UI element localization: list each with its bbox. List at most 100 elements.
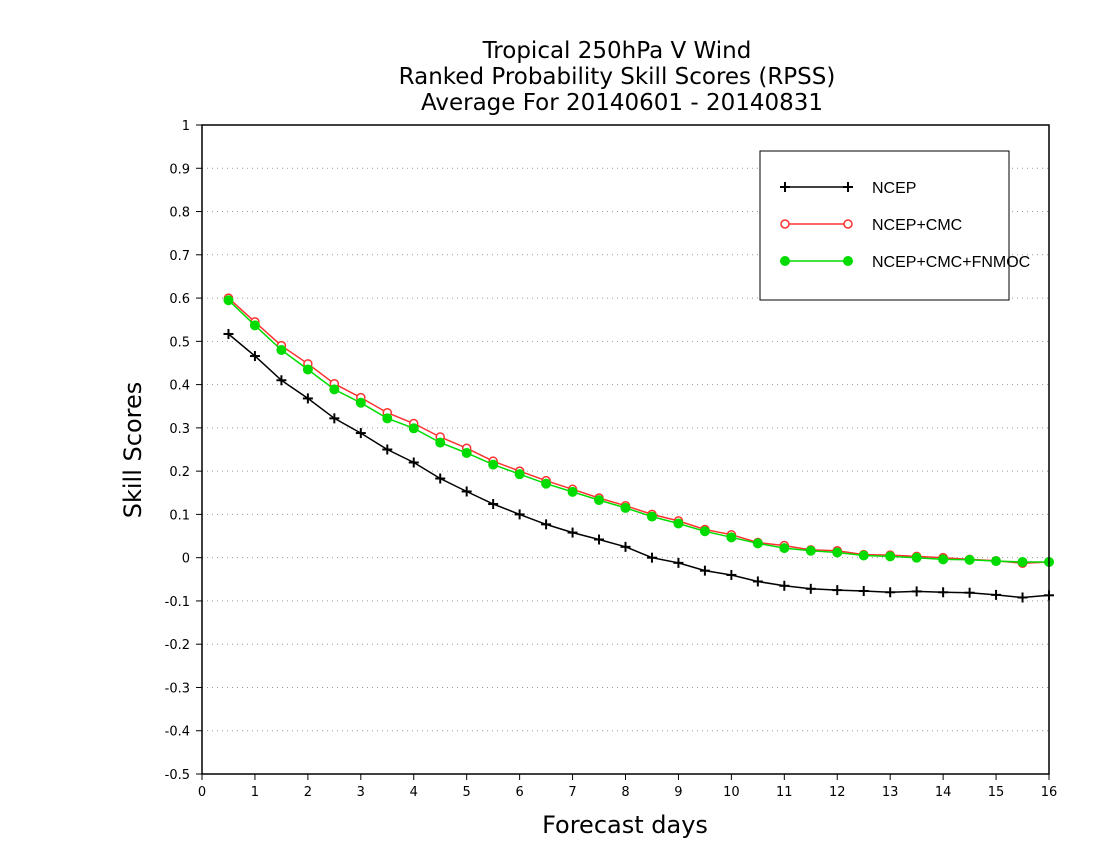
data-point-ncep bbox=[567, 527, 578, 538]
data-point-ncep-cmc-fnmoc bbox=[858, 550, 869, 561]
y-axis-label: Skill Scores bbox=[119, 382, 147, 519]
data-point-ncep-cmc-fnmoc bbox=[832, 547, 843, 558]
data-point-ncep-cmc-fnmoc bbox=[779, 543, 790, 554]
chart-title-line-1: Tropical 250hPa V Wind bbox=[482, 38, 752, 64]
data-point-ncep-cmc-fnmoc bbox=[1017, 556, 1028, 567]
legend-marker-ncep bbox=[843, 182, 853, 192]
legend-label-ncep-cmc-fnmoc: NCEP+CMC+FNMOC bbox=[872, 254, 1030, 271]
data-point-ncep bbox=[726, 569, 737, 580]
data-point-ncep bbox=[329, 413, 340, 424]
data-point-ncep-cmc-fnmoc bbox=[382, 413, 393, 424]
legend-marker-ncep bbox=[780, 182, 790, 192]
x-tick-label: 2 bbox=[304, 785, 312, 800]
y-tick-label: -0.3 bbox=[165, 681, 190, 696]
x-tick-label: 14 bbox=[935, 785, 952, 800]
axes: -0.5 -0.4 -0.3 -0.2 -0.1 0 0.1 0.2 0.3 0.4 0.5 0.6 0… bbox=[165, 119, 1058, 800]
y-tick-label: 0.3 bbox=[169, 422, 190, 437]
x-tick-label: 0 bbox=[198, 785, 206, 800]
data-point-ncep bbox=[276, 375, 287, 386]
y-tick-label: 1 bbox=[182, 119, 190, 134]
x-axis-label: Forecast days bbox=[542, 811, 708, 839]
x-tick-label: 11 bbox=[776, 785, 793, 800]
data-point-ncep-cmc-fnmoc bbox=[541, 478, 552, 489]
data-point-ncep bbox=[435, 473, 446, 484]
legend: NCEP NCEP+CMC NCEP+CMC+FNMOC bbox=[759, 150, 1030, 301]
data-point-ncep bbox=[408, 457, 419, 468]
y-tick-label: 0.2 bbox=[169, 465, 190, 480]
legend-marker-ncep-cmc bbox=[843, 219, 853, 229]
x-tick-label: 5 bbox=[463, 785, 471, 800]
data-point-ncep bbox=[382, 444, 393, 455]
legend-entry-ncep-cmc: NCEP+CMC bbox=[780, 217, 962, 234]
series-line-ncep-cmc-fnmoc bbox=[227, 299, 1049, 563]
data-point-ncep-cmc-fnmoc bbox=[594, 495, 605, 506]
data-point-ncep-cmc-fnmoc bbox=[435, 437, 446, 448]
data-point-ncep bbox=[805, 583, 816, 594]
data-point-ncep-cmc-fnmoc bbox=[646, 511, 657, 522]
data-point-ncep bbox=[355, 428, 366, 439]
data-point-ncep-cmc-fnmoc bbox=[911, 552, 922, 563]
data-point-ncep-cmc-fnmoc bbox=[276, 344, 287, 355]
data-point-ncep-cmc-fnmoc bbox=[938, 554, 949, 565]
y-tick-label: 0.8 bbox=[169, 206, 190, 221]
data-point-ncep-cmc-fnmoc bbox=[964, 554, 975, 565]
data-series bbox=[223, 293, 1054, 603]
series-ncep bbox=[223, 328, 1054, 603]
data-point-ncep bbox=[249, 351, 260, 362]
y-tick-label: -0.2 bbox=[165, 638, 190, 653]
data-point-ncep bbox=[673, 557, 684, 568]
data-point-ncep-cmc-fnmoc bbox=[726, 532, 737, 543]
data-point-ncep bbox=[223, 328, 234, 339]
series-ncep-cmc-fnmoc bbox=[223, 295, 1054, 567]
y-tick-label: 0.5 bbox=[169, 335, 190, 350]
chart-title-line-3: Average For 20140601 - 20140831 bbox=[421, 90, 823, 116]
data-point-ncep-cmc-fnmoc bbox=[567, 486, 578, 497]
y-tick-label: 0.9 bbox=[169, 162, 190, 177]
series-ncep-cmc bbox=[223, 293, 1054, 569]
y-tick-label: 0.6 bbox=[169, 292, 190, 307]
data-point-ncep bbox=[541, 519, 552, 530]
x-tick-label: 7 bbox=[568, 785, 576, 800]
data-point-ncep bbox=[752, 576, 763, 587]
x-tick-label: 4 bbox=[410, 785, 418, 800]
x-tick-label: 6 bbox=[515, 785, 523, 800]
data-point-ncep bbox=[302, 393, 313, 404]
data-point-ncep-cmc-fnmoc bbox=[699, 526, 710, 537]
legend-marker-ncep-cmc-fnmoc bbox=[843, 256, 853, 266]
data-point-ncep bbox=[991, 589, 1002, 600]
legend-label-ncep: NCEP bbox=[872, 180, 916, 197]
data-point-ncep-cmc-fnmoc bbox=[752, 538, 763, 549]
x-tick-label: 12 bbox=[829, 785, 846, 800]
data-point-ncep bbox=[964, 587, 975, 598]
data-point-ncep-cmc-fnmoc bbox=[329, 384, 340, 395]
legend-marker-ncep-cmc bbox=[780, 219, 790, 229]
x-tick-label: 10 bbox=[723, 785, 740, 800]
x-tick-label: 15 bbox=[988, 785, 1005, 800]
chart-title-line-2: Ranked Probability Skill Scores (RPSS) bbox=[399, 64, 836, 90]
data-point-ncep bbox=[646, 552, 657, 563]
data-point-ncep-cmc-fnmoc bbox=[673, 518, 684, 529]
data-point-ncep bbox=[858, 585, 869, 596]
data-point-ncep-cmc-fnmoc bbox=[355, 397, 366, 408]
data-point-ncep bbox=[594, 534, 605, 545]
data-point-ncep bbox=[461, 486, 472, 497]
legend-label-ncep-cmc: NCEP+CMC bbox=[872, 217, 962, 234]
data-point-ncep bbox=[699, 565, 710, 576]
data-point-ncep bbox=[620, 541, 631, 552]
series-line-ncep-cmc bbox=[227, 297, 1050, 565]
data-point-ncep-cmc-fnmoc bbox=[991, 556, 1002, 567]
legend-marker-ncep-cmc-fnmoc bbox=[780, 256, 790, 266]
plot-frame bbox=[201, 124, 1050, 775]
x-tick-label: 13 bbox=[882, 785, 899, 800]
data-point-ncep-cmc-fnmoc bbox=[805, 545, 816, 556]
data-point-ncep bbox=[832, 585, 843, 596]
data-point-ncep-cmc-fnmoc bbox=[249, 320, 260, 331]
y-tick-label: 0.7 bbox=[169, 249, 190, 264]
y-tick-label: 0.4 bbox=[169, 379, 190, 394]
x-tick-label: 8 bbox=[621, 785, 629, 800]
x-tick-label: 9 bbox=[674, 785, 682, 800]
data-point-ncep-cmc-fnmoc bbox=[302, 364, 313, 375]
data-point-ncep-cmc-fnmoc bbox=[488, 459, 499, 470]
data-point-ncep bbox=[779, 580, 790, 591]
